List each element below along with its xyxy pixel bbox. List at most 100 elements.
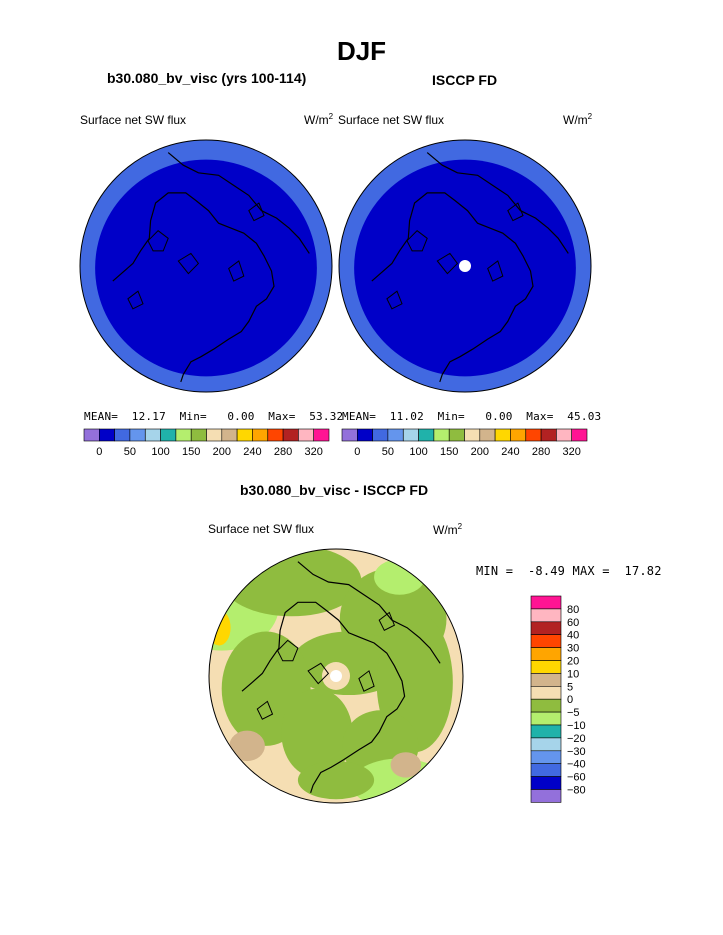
colorbar-box [114,428,131,442]
colorbar-box [530,724,562,739]
colorbar-tick-label: −30 [567,746,586,758]
map-field-1 [80,140,332,392]
colorbar-1: 0 50 100 150 200 240 280 320 [83,428,330,458]
colorbar-tick-label: 50 [382,446,394,458]
colorbar-tick-label: 320 [563,446,581,458]
colorbar-tick-label: 100 [409,446,427,458]
panel1-unit: W/m2 [304,112,334,127]
field-interior [95,159,317,377]
colorbar-box [479,428,496,442]
colorbar-box [190,428,207,442]
colorbar-box [387,428,404,442]
colorbar-box [494,428,511,442]
colorbar-box [313,428,330,442]
colorbar-box [530,711,562,726]
island-outline [248,202,265,222]
map-field-2 [339,140,591,392]
panel1-stats: MEAN= 12.17 Min= 0.00 Max= 53.32 [84,410,344,423]
anomaly-patch [390,752,422,778]
colorbar-box [540,428,557,442]
island-outline [406,230,428,252]
missing-data-pole [459,260,471,272]
island-outline [386,290,403,310]
colorbar-box [556,428,573,442]
colorbar-box [530,647,562,661]
colorbar-box [129,428,146,442]
colorbar-tick-label: −60 [567,772,586,784]
island-outline [127,290,144,310]
colorbar-tick-label: 200 [213,446,231,458]
island-outline [256,700,274,720]
colorbar-tick-label: 30 [567,643,579,655]
colorbar-box [221,428,238,442]
colorbar-tick-label: −80 [567,785,586,797]
colorbar-box [530,621,562,635]
anomaly-patch [221,549,362,617]
colorbar-tick-label: 150 [440,446,458,458]
colorbar-box [530,673,562,687]
island-outline [177,252,200,275]
colorbar-tick-label: 0 [96,446,102,458]
anomaly-patch [281,688,353,778]
colorbar-2: 0 50 100 150 200 240 280 320 [341,428,588,458]
colorbar-box [433,428,450,442]
colorbar-box [571,428,588,442]
colorbar-tick-label: 280 [532,446,550,458]
island-outline [507,202,524,222]
map-panel-1 [79,139,333,393]
panel3-stats: MIN = -8.49 MAX = 17.82 [476,564,662,578]
coastline [297,561,441,664]
anomaly-patch [374,559,425,595]
coastline [426,152,569,254]
colorbar-box [510,428,526,442]
panel2-stats: MEAN= 11.02 Min= 0.00 Max= 45.03 [342,410,602,423]
colorbar-box [530,763,562,777]
colorbar-tick-label: 40 [567,630,579,642]
colorbar-tick-label: −5 [567,707,580,719]
colorbar-tick-label: −10 [567,720,586,732]
colorbar-box [418,428,435,442]
colorbar-box [160,428,177,442]
colorbar-box [298,428,314,442]
colorbar-box [372,428,389,442]
island-outline [147,230,169,252]
colorbar-box [530,776,562,790]
colorbar-tick-label: 0 [354,446,360,458]
page-title: DJF [336,36,387,66]
colorbar-tick-label: 5 [567,681,573,693]
colorbar-box [99,428,115,442]
panel1-field-label: Surface net SW flux [80,113,187,127]
colorbar-box [530,750,562,764]
colorbar-tick-label: 280 [274,446,292,458]
island-outline [436,252,459,275]
colorbar-tick-label: 60 [567,617,579,629]
panel3-field-label: Surface net SW flux [208,522,315,536]
map-panel-2 [338,139,592,393]
colorbar-tick-label: 150 [182,446,200,458]
panel2-title: ISCCP FD [432,72,498,88]
panel2-field-label: Surface net SW flux [338,113,445,127]
coastline [112,192,275,383]
colorbar-box [448,428,465,442]
colorbar-box [252,428,268,442]
colorbar-tick-label: 240 [501,446,519,458]
island-outline [487,260,504,282]
anomaly-patch [229,730,265,762]
colorbar-box [530,789,562,803]
map-border [208,548,464,804]
coastline [167,152,310,254]
island-outline [307,662,330,685]
anomaly-patch [297,761,375,800]
anomaly-patch [209,609,231,646]
colorbar-box [145,428,161,442]
colorbar-tick-label: −20 [567,733,586,745]
island-outline [358,670,375,692]
colorbar-box [206,428,223,442]
colorbar-tick-label: 320 [305,446,323,458]
colorbar-box [282,428,299,442]
colorbar-box [402,428,419,442]
colorbar-tick-label: 240 [243,446,261,458]
colorbar-box [464,428,481,442]
colorbar-box [530,634,562,648]
